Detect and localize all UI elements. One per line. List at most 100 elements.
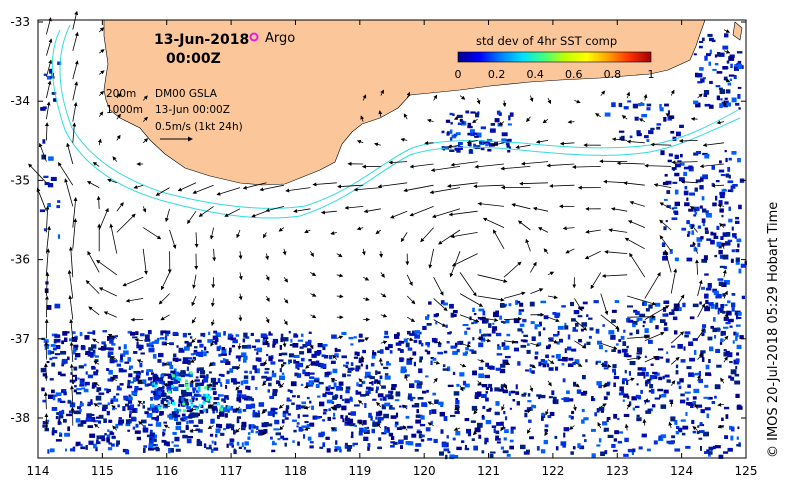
sst-cell: [282, 410, 289, 414]
sst-cell: [112, 407, 115, 411]
sst-cell: [572, 446, 576, 450]
current-vector: [500, 166, 531, 171]
sst-cell: [559, 338, 563, 343]
sst-cell: [61, 358, 68, 364]
sst-cell: [272, 411, 278, 415]
sst-cell: [340, 414, 344, 419]
sst-cell: [141, 419, 147, 424]
current-vector: [278, 227, 285, 232]
current-vector: [207, 382, 214, 387]
sst-cell: [383, 366, 389, 370]
sst-cell: [731, 97, 737, 103]
sst-cell: [51, 430, 58, 434]
current-vector: [358, 378, 364, 384]
current-vector: [279, 425, 285, 431]
legend-gsla-time: 13-Jun 00:00Z: [155, 104, 230, 116]
sst-cell: [95, 446, 98, 452]
sst-cell: [613, 382, 616, 387]
sst-cell: [464, 447, 470, 451]
map-date: 13-Jun-2018: [154, 32, 249, 48]
current-vector: [187, 210, 197, 225]
sst-cell: [676, 131, 681, 137]
sst-cell: [255, 387, 258, 390]
sst-cell: [691, 230, 695, 235]
sst-cell-high: [186, 387, 189, 391]
sst-cell: [369, 376, 375, 380]
sst-cell: [225, 359, 229, 362]
current-vector: [409, 206, 434, 217]
sst-cell: [542, 327, 546, 331]
sst-cell: [240, 380, 244, 386]
sst-cell: [455, 398, 459, 402]
sst-cell: [193, 352, 196, 355]
sst-cell: [346, 448, 351, 452]
sst-cell: [285, 405, 290, 410]
sst-cell: [391, 387, 396, 391]
sst-cell: [246, 398, 250, 401]
sst-cell: [509, 407, 512, 410]
current-vector: [503, 339, 517, 344]
sst-cell: [735, 257, 740, 262]
sst-cell: [115, 423, 119, 429]
sst-cell: [323, 355, 329, 359]
sst-cell: [297, 395, 300, 398]
sst-cell: [442, 364, 446, 368]
sst-cell: [247, 344, 252, 349]
sst-cell: [125, 419, 131, 425]
sst-cell: [614, 300, 620, 303]
sst-cell: [557, 358, 562, 361]
sst-cell: [334, 353, 339, 357]
sst-cell: [384, 330, 389, 335]
sst-cell: [279, 368, 282, 373]
current-vector: [503, 316, 522, 321]
sst-cell: [106, 391, 110, 394]
sst-cell: [219, 382, 222, 385]
sst-cell: [260, 333, 267, 338]
sst-cell: [474, 427, 481, 433]
sst-cell: [75, 346, 78, 351]
current-vector: [477, 274, 508, 283]
sst-cell: [52, 396, 56, 401]
sst-cell: [658, 435, 662, 440]
current-vector: [330, 377, 337, 382]
sst-cell: [724, 435, 729, 439]
sst-cell: [701, 218, 706, 223]
sst-cell: [697, 242, 701, 247]
sst-cell: [618, 102, 623, 108]
sst-cell: [167, 380, 173, 386]
sst-cell: [241, 421, 247, 427]
sst-cell: [555, 354, 561, 359]
sst-cell: [563, 397, 570, 403]
sst-cell: [574, 359, 580, 364]
current-vector: [723, 313, 729, 320]
sst-cell: [296, 425, 299, 428]
sst-cell: [110, 443, 115, 447]
sst-cell: [225, 385, 228, 389]
sst-cell: [704, 55, 708, 61]
sst-cell: [617, 440, 623, 444]
sst-cell: [146, 369, 151, 372]
sst-cell: [716, 241, 722, 246]
sst-cell: [560, 441, 567, 446]
sst-cell: [213, 397, 220, 401]
sst-cell: [475, 112, 480, 118]
sst-cell: [692, 396, 697, 400]
current-vector: [543, 248, 549, 254]
sst-cell: [332, 417, 336, 420]
current-vector: [547, 295, 558, 300]
sst-cell: [662, 313, 667, 317]
sst-cell: [222, 407, 229, 413]
sst-cell: [199, 367, 204, 371]
sst-cell: [719, 194, 725, 199]
sst-cell: [197, 339, 202, 343]
sst-cell: [365, 390, 371, 394]
sst-cell: [128, 394, 131, 399]
sst-cell: [270, 407, 276, 413]
sst-cell: [635, 311, 640, 316]
sst-cell: [123, 395, 128, 401]
sst-cell: [477, 391, 482, 397]
sst-cell: [136, 436, 141, 441]
sst-cell: [185, 402, 190, 406]
sst-cell: [430, 360, 433, 366]
sst-cell: [644, 328, 649, 333]
